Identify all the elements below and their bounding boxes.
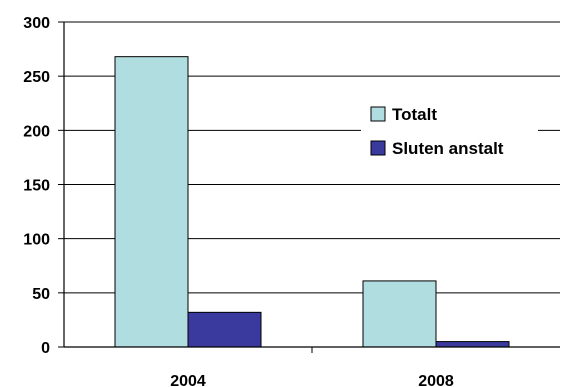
bar-totalt-2004 [114, 56, 189, 348]
x-tick-label: 2004 [170, 373, 206, 387]
x-tick-label: 2008 [418, 373, 454, 387]
legend: Totalt Sluten anstalt [361, 91, 538, 166]
bar-totalt-2008 [362, 280, 437, 348]
legend-swatch-sluten-anstalt [370, 140, 386, 156]
bar-sluten-anstalt-2004 [187, 311, 262, 348]
y-tick-label: 250 [23, 69, 50, 86]
y-tick-label: 150 [23, 178, 50, 195]
x-axis-tick-labels: 2004 2008 [170, 373, 454, 387]
y-axis-tick-labels: 0 50 100 150 200 250 300 [23, 15, 50, 357]
axes [58, 21, 560, 353]
bar-sluten-anstalt-2008 [435, 341, 510, 348]
y-tick-label: 300 [23, 15, 50, 32]
legend-label: Totalt [392, 105, 437, 124]
bars [114, 56, 510, 348]
legend-box [361, 91, 538, 166]
y-tick-label: 100 [23, 232, 50, 249]
legend-label: Sluten anstalt [392, 139, 504, 158]
y-tick-label: 0 [41, 340, 50, 357]
legend-swatch-totalt [370, 106, 386, 122]
y-tick-label: 200 [23, 123, 50, 140]
y-tick-label: 50 [32, 286, 50, 303]
